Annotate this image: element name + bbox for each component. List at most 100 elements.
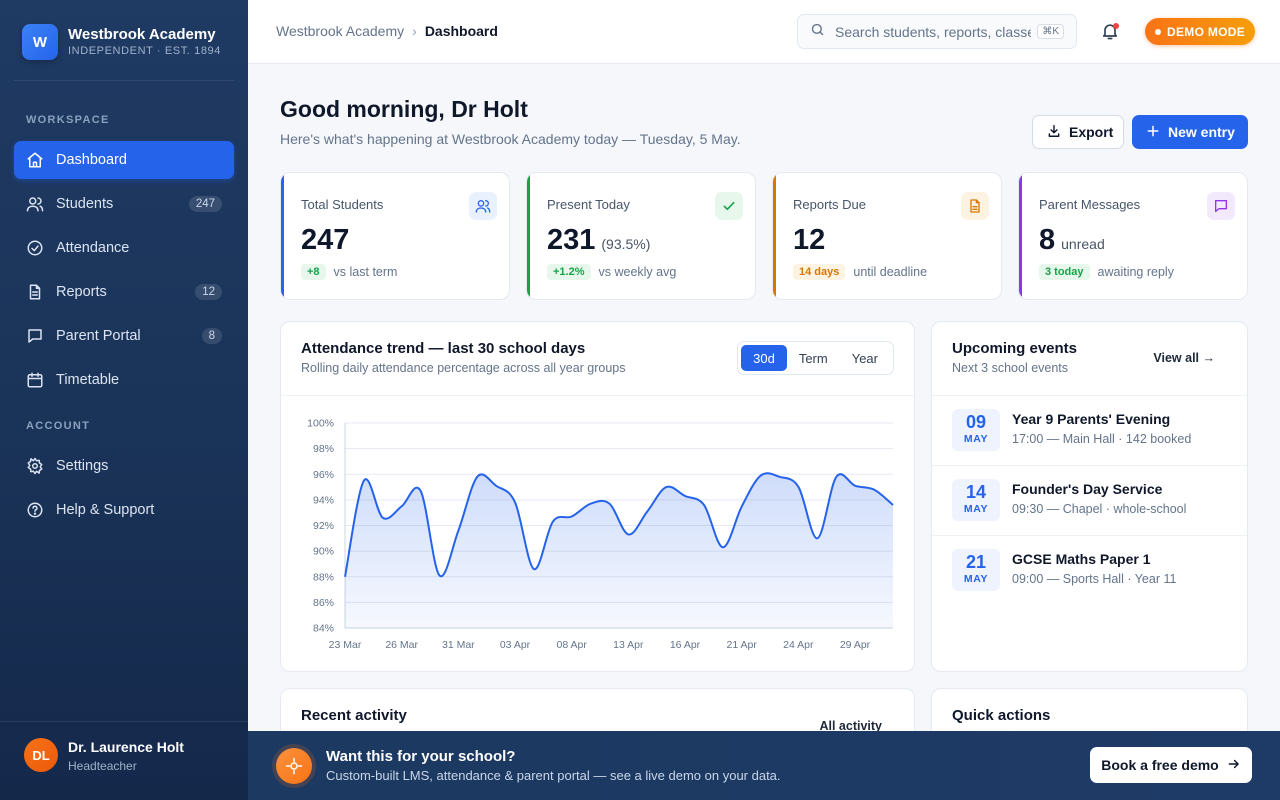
stat-card-parent-messages[interactable]: Parent Messages 8 unread 3 today awaiting… [1018,172,1248,300]
banner-title: Want this for your school? [326,748,516,765]
attendance-area [345,473,893,628]
sidebar-item-label: Help & Support [56,502,155,518]
event-meta: 09:30 — Chapel · whole-school [1012,502,1187,516]
count-badge: 8 [201,328,222,344]
event-month: MAY [963,433,989,445]
y-tick-label: 84% [313,623,334,635]
book-demo-label: Book a free demo [1101,757,1219,773]
notifications-button[interactable] [1100,21,1122,43]
brand-logo: W [22,24,58,60]
view-all-link[interactable]: View all → [1153,351,1215,365]
range-option-term[interactable]: Term [798,350,828,366]
page-subtitle: Here's what's happening at Westbrook Aca… [280,131,741,147]
event-date: 21 MAY [952,549,1000,591]
user-profile[interactable]: DL Dr. Laurence Holt Headteacher [0,721,248,800]
attendance-card: Attendance trend — last 30 school days R… [280,321,915,672]
user-role: Headteacher [68,759,137,773]
stat-extra: (93.5%) [601,236,651,252]
breadcrumb-current: Dashboard [424,23,498,39]
stat-label: Total Students [301,197,384,212]
document-icon [961,192,989,220]
y-tick-label: 94% [313,494,334,506]
stat-footer: +8 vs last term [301,264,397,280]
document-icon [26,283,44,301]
bell-icon [1100,24,1120,45]
y-tick-label: 100% [307,418,334,430]
event-item[interactable]: 14 MAY Founder's Day Service 09:30 — Cha… [932,465,1247,535]
sidebar-item-label: Settings [56,458,109,474]
event-meta: 17:00 — Main Hall · 142 booked [1012,432,1192,446]
event-title: Year 9 Parents' Evening [1012,411,1171,427]
sidebar-item-settings[interactable]: Settings [14,447,234,485]
stat-card-present-today[interactable]: Present Today 231 (93.5%) +1.2% vs weekly… [526,172,756,300]
all-activity-link[interactable]: All activity [819,719,882,733]
x-tick-label: 29 Apr [840,639,871,651]
range-option-30d[interactable]: 30d [741,345,787,371]
event-item[interactable]: 09 MAY Year 9 Parents' Evening 17:00 — M… [932,395,1247,465]
sidebar-item-help[interactable]: Help & Support [14,491,234,529]
home-icon [26,151,44,169]
stat-number: 231 [547,224,596,256]
demo-mode-label: DEMO MODE [1167,24,1246,39]
range-option-year[interactable]: Year [851,350,878,366]
sidebar-item-attendance[interactable]: Attendance [14,229,234,267]
card-title: Quick actions [952,707,1051,724]
message-icon [26,327,44,345]
stat-footer: 14 days until deadline [793,264,927,280]
sidebar-item-parent-portal[interactable]: Parent Portal 8 [14,317,234,355]
banner-subtitle: Custom-built LMS, attendance & parent po… [326,768,781,783]
y-tick-label: 90% [313,546,334,558]
brand-divider [14,80,234,81]
notification-dot [1113,23,1119,29]
stat-accent-bar [1019,173,1022,299]
x-tick-label: 16 Apr [670,639,701,651]
card-divider [281,395,914,396]
users-icon [26,195,44,213]
brand-tagline: INDEPENDENT · EST. 1894 [68,45,221,57]
search-box[interactable]: ⌘K [797,14,1077,49]
stat-number: 247 [301,224,350,256]
attendance-chart: 100% 98% 96% 94% 92% 90% 88% 86% 84% 23 Mar 26 Mar… [307,418,894,651]
stat-accent-bar [527,173,530,299]
sidebar-item-reports[interactable]: Reports 12 [14,273,234,311]
stat-foot-text: vs last term [333,265,398,279]
gear-icon [26,457,44,475]
book-demo-button[interactable]: Book a free demo [1090,747,1252,783]
stat-card-total-students[interactable]: Total Students 247 +8 vs last term [280,172,510,300]
breadcrumb-root[interactable]: Westbrook Academy [276,23,405,39]
search-icon [810,22,825,42]
sidebar-item-label: Attendance [56,240,130,256]
sidebar-item-label: Timetable [56,372,120,388]
sidebar-item-dashboard[interactable]: Dashboard [14,141,234,179]
event-item[interactable]: 21 MAY GCSE Maths Paper 1 09:00 — Sports… [932,535,1247,605]
search-input[interactable] [835,23,1031,40]
count-badge: 12 [195,284,222,300]
stat-value: 12 [793,224,825,257]
stat-accent-bar [281,173,284,299]
x-tick-label: 13 Apr [613,639,644,651]
event-date: 09 MAY [952,409,1000,451]
status-dot [1155,28,1161,35]
stat-card-reports-due[interactable]: Reports Due 12 14 days until deadline [772,172,1002,300]
y-tick-label: 88% [313,571,334,583]
y-tick-label: 98% [313,443,334,455]
stat-foot-text: awaiting reply [1097,265,1174,279]
event-day: 21 [965,552,987,572]
x-tick-label: 23 Mar [329,639,362,651]
new-entry-label: New entry [1168,124,1235,140]
stat-number: 12 [793,224,826,256]
stat-number: 8 [1039,224,1056,256]
event-date: 14 MAY [952,479,1000,521]
y-tick-label: 92% [313,520,334,532]
stat-foot-text: vs weekly avg [598,265,677,279]
sidebar-item-timetable[interactable]: Timetable [14,361,234,399]
new-entry-button[interactable]: New entry [1132,115,1248,149]
y-tick-label: 86% [313,597,334,609]
x-tick-label: 08 Apr [556,639,587,651]
sidebar-item-students[interactable]: Students 247 [14,185,234,223]
brand[interactable]: W Westbrook Academy INDEPENDENT · EST. 1… [22,24,221,60]
stat-label: Present Today [547,197,630,212]
stat-value: 231 (93.5%) [547,224,650,257]
event-month: MAY [963,573,989,585]
export-button[interactable]: Export [1032,115,1124,149]
